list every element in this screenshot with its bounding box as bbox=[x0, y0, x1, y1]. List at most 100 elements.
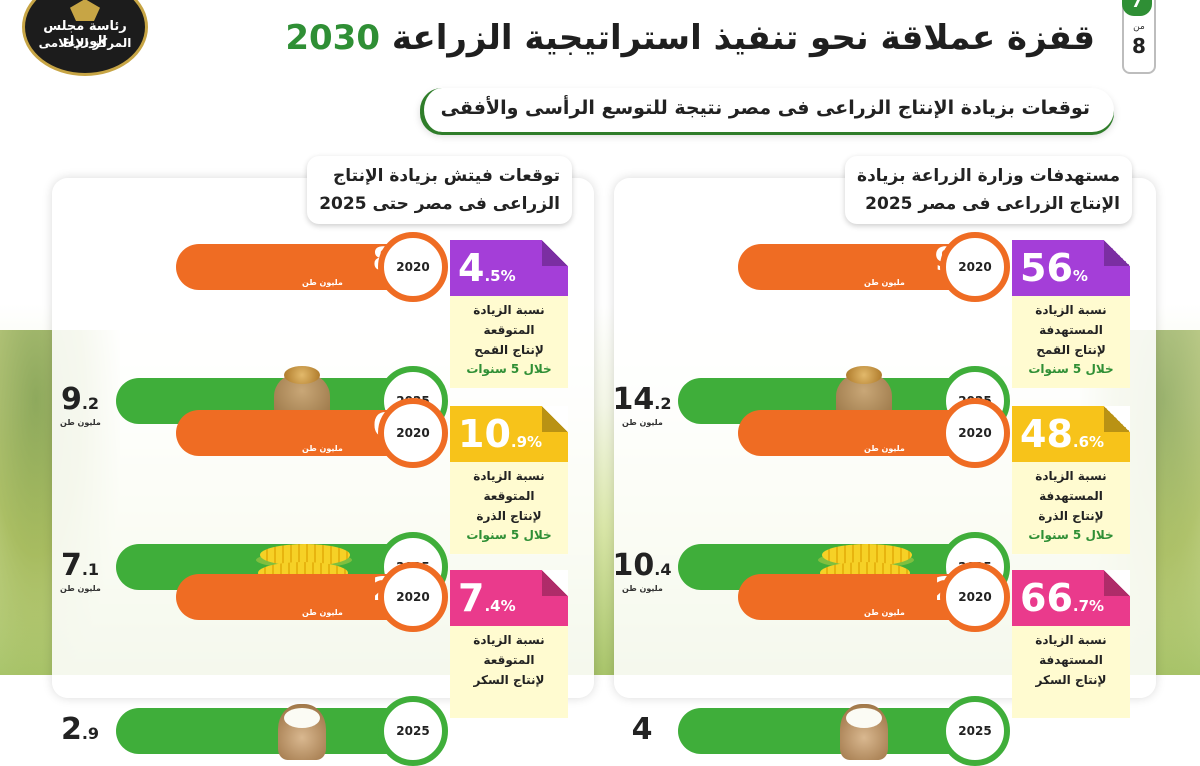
year-2025-circle: 2025 bbox=[378, 696, 448, 766]
percent-sign: % bbox=[500, 267, 516, 285]
page-indicator: 7 من 8 bbox=[1122, 0, 1156, 74]
right-panel: مستهدفات وزارة الزراعة بزيادة الإنتاج الز… bbox=[613, 156, 1156, 766]
page-of-label: من bbox=[1133, 22, 1145, 32]
percent-sign: % bbox=[500, 597, 516, 615]
percent-label-line-1: نسبة الزيادة bbox=[473, 303, 545, 317]
year-2025-circle: 2025 bbox=[940, 696, 1010, 766]
percent-card-head: 66.7% bbox=[1012, 570, 1130, 626]
percent-label-line-2: المتوقعة bbox=[483, 323, 535, 337]
unit-2020: مليون طن bbox=[302, 608, 343, 617]
year-2020-circle: 2020 bbox=[378, 232, 448, 302]
percent-value: 4 bbox=[458, 246, 485, 290]
year-2020-circle: 2020 bbox=[940, 232, 1010, 302]
percent-label-line-2: المستهدفة bbox=[1039, 323, 1103, 337]
unit-2020: مليون طن bbox=[864, 444, 905, 453]
value-2025: 10.4 bbox=[610, 548, 674, 583]
year-2020-circle: 2020 bbox=[940, 398, 1010, 468]
percent-decimal: .4 bbox=[484, 597, 501, 615]
value-2025-main: 4 bbox=[631, 712, 653, 747]
percent-decimal: .7 bbox=[1072, 597, 1090, 615]
percent-label-line-2: المتوقعة bbox=[483, 653, 535, 667]
corn-cob bbox=[822, 544, 912, 566]
panel-title-line-2: الإنتاج الزراعى فى مصر 2025 bbox=[865, 194, 1120, 214]
percent-label: نسبة الزيادة المستهدفة لإنتاج القمح bbox=[1012, 300, 1130, 360]
left-panel: توقعات فيتش بزيادة الإنتاج الزراعى فى مصر… bbox=[52, 156, 594, 766]
panel-title-line-2: الزراعى فى مصر حتى 2025 bbox=[319, 194, 560, 214]
logo-line-2: المركز الإعلامى bbox=[38, 36, 132, 50]
percent-label-line-3: لإنتاج الذرة bbox=[476, 509, 542, 523]
percent-decimal: .9 bbox=[510, 433, 528, 451]
percent-label: نسبة الزيادة المستهدفة لإنتاج الذرة bbox=[1012, 466, 1130, 526]
value-2025: 2.9 bbox=[48, 712, 112, 747]
percent-sign: % bbox=[527, 433, 543, 451]
percent-card: 7.4% نسبة الزيادة المتوقعة لإنتاج السكر bbox=[450, 570, 568, 718]
panel-title-line-1: توقعات فيتش بزيادة الإنتاج bbox=[333, 166, 560, 186]
unit-2020: مليون طن bbox=[302, 278, 343, 287]
unit-2025: مليون طن bbox=[622, 584, 663, 593]
sugar-sack-icon bbox=[824, 694, 904, 764]
card-corner-fold bbox=[1104, 240, 1130, 266]
value-2025-decimal: .2 bbox=[654, 394, 672, 413]
percent-value: 48 bbox=[1020, 412, 1073, 456]
percent-value: 66 bbox=[1020, 576, 1073, 620]
duration-label: خلال 5 سنوات bbox=[1028, 528, 1114, 542]
card-corner-fold bbox=[542, 570, 568, 596]
card-corner-fold bbox=[1104, 570, 1130, 596]
percent-label: نسبة الزيادة المتوقعة لإنتاج القمح bbox=[450, 300, 568, 360]
card-corner-fold bbox=[542, 240, 568, 266]
percent-sign: % bbox=[1089, 433, 1105, 451]
value-2025-decimal: .4 bbox=[654, 560, 672, 579]
right-panel-title: مستهدفات وزارة الزراعة بزيادة الإنتاج الز… bbox=[845, 156, 1132, 224]
value-2025-main: 7 bbox=[60, 548, 82, 583]
percent-card: 10.9% نسبة الزيادة المتوقعة لإنتاج الذرة خلا… bbox=[450, 406, 568, 554]
duration-label: خلال 5 سنوات bbox=[1028, 362, 1114, 376]
percent-label: نسبة الزيادة المتوقعة لإنتاج الذرة bbox=[450, 466, 568, 526]
percent-label-line-2: المتوقعة bbox=[483, 489, 535, 503]
percent-card: 66.7% نسبة الزيادة المستهدفة لإنتاج السكر bbox=[1012, 570, 1130, 718]
percent-label-line-3: لإنتاج السكر bbox=[473, 673, 545, 687]
card-corner-fold bbox=[542, 406, 568, 432]
percent-label-line-1: نسبة الزيادة bbox=[1035, 633, 1107, 647]
percent-label-line-1: نسبة الزيادة bbox=[1035, 469, 1107, 483]
logo-line-1: رئاسة مجلس الوزراء bbox=[43, 19, 127, 49]
value-2025-decimal: .1 bbox=[81, 560, 100, 579]
value-2025: 7.1 bbox=[48, 548, 112, 583]
value-2025-main: 9 bbox=[60, 382, 82, 417]
left-panel-title: توقعات فيتش بزيادة الإنتاج الزراعى فى مصر… bbox=[307, 156, 572, 224]
card-corner-fold bbox=[1104, 406, 1130, 432]
percent-value: 10 bbox=[458, 412, 511, 456]
percent-label-line-1: نسبة الزيادة bbox=[1035, 303, 1107, 317]
percent-label-line-3: لإنتاج القمح bbox=[474, 343, 544, 357]
subtitle-banner: توقعات بزيادة الإنتاج الزراعى فى مصر نتي… bbox=[420, 88, 1114, 132]
value-2025-main: 2 bbox=[60, 712, 82, 747]
percent-label: نسبة الزيادة المتوقعة لإنتاج السكر bbox=[450, 630, 568, 690]
page-title: قفزة عملاقة نحو تنفيذ استراتيجية الزراعة… bbox=[285, 18, 1095, 58]
unit-2025: مليون طن bbox=[60, 584, 101, 593]
unit-2020: مليون طن bbox=[864, 278, 905, 287]
value-2025: 9.2 bbox=[48, 382, 112, 417]
value-2025: 14.2 bbox=[610, 382, 674, 417]
percent-value: 56 bbox=[1020, 246, 1073, 290]
unit-2020: مليون طن bbox=[302, 444, 343, 453]
duration-label: خلال 5 سنوات bbox=[466, 528, 552, 542]
page-total: 8 bbox=[1132, 34, 1146, 58]
percent-card: 56% نسبة الزيادة المستهدفة لإنتاج القمح خلال… bbox=[1012, 240, 1130, 388]
wheat-grain-shape bbox=[284, 366, 320, 384]
sugar-sack-icon bbox=[262, 694, 342, 764]
duration-label: خلال 5 سنوات bbox=[466, 362, 552, 376]
percent-label-line-2: المستهدفة bbox=[1039, 489, 1103, 503]
wheat-grain-shape bbox=[846, 366, 882, 384]
corn-cob bbox=[260, 544, 350, 566]
value-2025-main: 10 bbox=[612, 548, 655, 583]
percent-card: 48.6% نسبة الزيادة المستهدفة لإنتاج الذرة خل… bbox=[1012, 406, 1130, 554]
percent-decimal: .5 bbox=[484, 267, 501, 285]
page-title-year: 2030 bbox=[285, 18, 380, 58]
sugar-pile-shape bbox=[846, 708, 882, 728]
percent-label-line-1: نسبة الزيادة bbox=[473, 469, 545, 483]
percent-card: 4.5% نسبة الزيادة المتوقعة لإنتاج القمح خلال… bbox=[450, 240, 568, 388]
value-2025-decimal: .9 bbox=[81, 724, 100, 743]
